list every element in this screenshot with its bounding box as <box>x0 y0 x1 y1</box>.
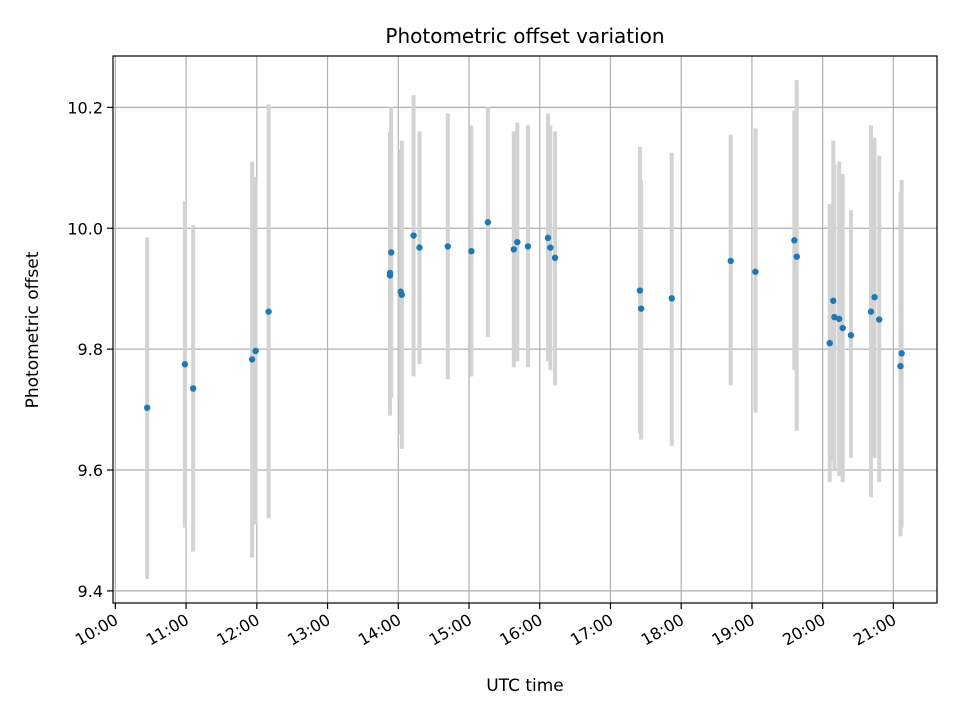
data-point <box>181 361 189 368</box>
x-tick-label: 18:00 <box>638 610 687 650</box>
y-axis-ticks: 9.4 9.6 9.8 10.0 10.2 <box>67 98 113 601</box>
data-point <box>668 295 675 302</box>
data-point <box>876 316 883 323</box>
y-tick-label: 9.8 <box>78 340 103 359</box>
data-point <box>547 244 554 251</box>
data-point <box>189 385 197 392</box>
data-point <box>444 243 451 250</box>
data-point <box>839 324 846 332</box>
x-tick-label: 20:00 <box>779 610 828 650</box>
y-tick-label: 9.6 <box>78 461 103 480</box>
data-point <box>793 253 800 260</box>
data-point <box>871 293 878 301</box>
x-tick-label: 13:00 <box>284 610 333 650</box>
data-point <box>830 297 837 304</box>
errorbars <box>145 80 904 579</box>
data-point <box>398 291 406 298</box>
data-point <box>544 234 552 242</box>
y-axis-label: Photometric offset <box>23 251 43 408</box>
data-point <box>484 219 492 226</box>
data-point <box>265 308 272 315</box>
plot-frame <box>112 55 938 604</box>
data-point <box>510 246 518 253</box>
data-points <box>143 219 905 411</box>
data-point <box>898 350 905 357</box>
y-tick-label: 10.0 <box>67 219 103 238</box>
data-point <box>386 272 394 279</box>
data-point <box>248 356 256 363</box>
data-point <box>637 305 645 312</box>
data-point <box>252 347 259 355</box>
x-tick-label: 14:00 <box>355 610 404 650</box>
data-point <box>388 249 395 256</box>
x-axis-ticks: 10:00 11:00 12:00 13:00 14:00 15:00 16:00 17:00… <box>72 603 899 650</box>
grid <box>113 56 937 603</box>
data-point <box>410 232 417 239</box>
data-point <box>835 315 843 323</box>
data-point <box>524 243 532 250</box>
data-point <box>143 404 151 411</box>
data-point <box>468 248 475 255</box>
x-tick-label: 10:00 <box>72 610 121 650</box>
chart-title: Photometric offset variation <box>385 24 664 48</box>
data-point <box>867 308 875 315</box>
x-tick-label: 16:00 <box>496 610 545 650</box>
data-point <box>514 238 521 246</box>
data-point <box>551 254 559 262</box>
data-point <box>416 244 423 251</box>
data-point <box>791 237 798 244</box>
x-tick-label: 15:00 <box>426 610 475 650</box>
data-point <box>897 362 904 370</box>
x-tick-label: 12:00 <box>213 610 262 650</box>
data-point <box>826 339 833 347</box>
x-tick-label: 11:00 <box>143 610 192 650</box>
y-tick-label: 9.4 <box>78 582 103 601</box>
y-tick-label: 10.2 <box>67 98 103 117</box>
x-tick-label: 21:00 <box>850 610 899 650</box>
x-axis-label: UTC time <box>486 676 564 696</box>
data-point <box>752 268 759 275</box>
x-tick-label: 19:00 <box>708 610 757 650</box>
x-tick-label: 17:00 <box>567 610 616 650</box>
data-point <box>727 257 734 265</box>
data-point <box>847 332 855 339</box>
data-point <box>636 287 644 294</box>
